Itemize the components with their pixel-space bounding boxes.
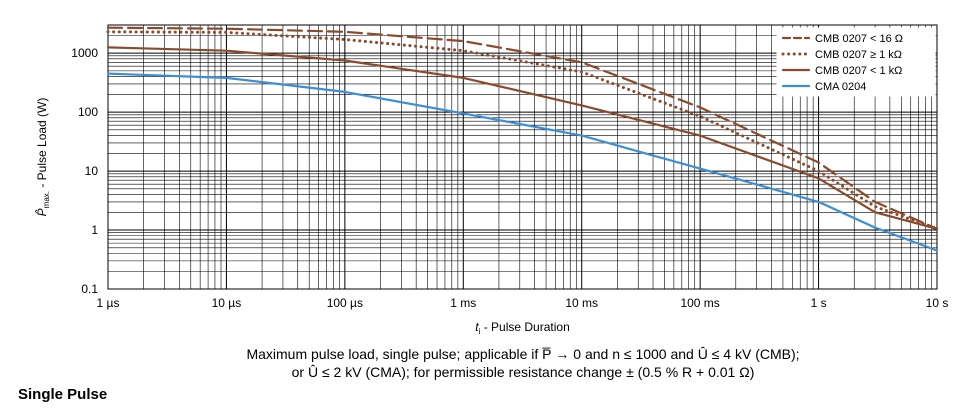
chart-caption: Maximum pulse load, single pulse; applic…: [0, 345, 966, 381]
pulse-load-chart: 1 µs 10 µs 100 µs 1 ms 10 ms 100 ms 1 s 10 s 0.1…: [34, 24, 948, 336]
x-axis-label-symbol: t: [475, 320, 479, 334]
x-axis-label-text: - Pulse Duration: [480, 320, 569, 334]
y-axis-label-subscript: max.: [42, 191, 51, 208]
legend: CMB 0207 < 16 Ω CMB 0207 ≥ 1 kΩ CMB 0207 <…: [776, 27, 936, 97]
series-layer: [106, 26, 939, 252]
legend-label: CMB 0207 < 1 kΩ: [815, 65, 902, 77]
y-tick-label: 1: [91, 223, 98, 237]
x-axis-label-subscript: i: [479, 327, 481, 336]
y-tick-label: 10: [85, 164, 99, 178]
x-axis-label: ti - Pulse Duration: [475, 320, 570, 336]
caption-line-1: Maximum pulse load, single pulse; applic…: [246, 346, 800, 362]
section-title: Single Pulse: [18, 386, 108, 403]
legend-box: [776, 27, 936, 97]
caption-line-2: or Û ≤ 2 kV (CMA); for permissible resis…: [291, 364, 755, 380]
y-tick-label: 0.1: [81, 282, 98, 296]
x-tick-label: 100 ms: [680, 296, 719, 310]
x-tick-label: 1 s: [811, 296, 827, 310]
legend-label: CMA 0204: [815, 81, 866, 93]
x-tick-label: 1 ms: [450, 296, 476, 310]
y-tick-label: 100: [78, 105, 98, 119]
tick-labels: 1 µs 10 µs 100 µs 1 ms 10 ms 100 ms 1 s 10 s 0.1…: [71, 46, 948, 310]
series-line-2: [106, 30, 939, 231]
series-line-3: [106, 46, 939, 230]
x-tick-label: 10 µs: [212, 296, 242, 310]
series-line-1: [106, 26, 939, 230]
x-tick-label: 10 s: [926, 296, 949, 310]
legend-label: CMB 0207 < 16 Ω: [815, 33, 903, 45]
legend-label: CMB 0207 ≥ 1 kΩ: [815, 49, 902, 61]
y-axis-label: P̂max. - Pulse Load (W): [34, 98, 51, 217]
y-axis-label-symbol: P̂: [34, 208, 49, 216]
y-tick-label: 1000: [71, 46, 98, 60]
x-tick-label: 100 µs: [327, 296, 363, 310]
plot-frame: [107, 24, 938, 290]
y-axis-label-text: - Pulse Load (W): [35, 98, 49, 191]
series-line-4: [106, 72, 939, 252]
x-tick-label: 10 ms: [565, 296, 598, 310]
x-tick-label: 1 µs: [97, 296, 120, 310]
